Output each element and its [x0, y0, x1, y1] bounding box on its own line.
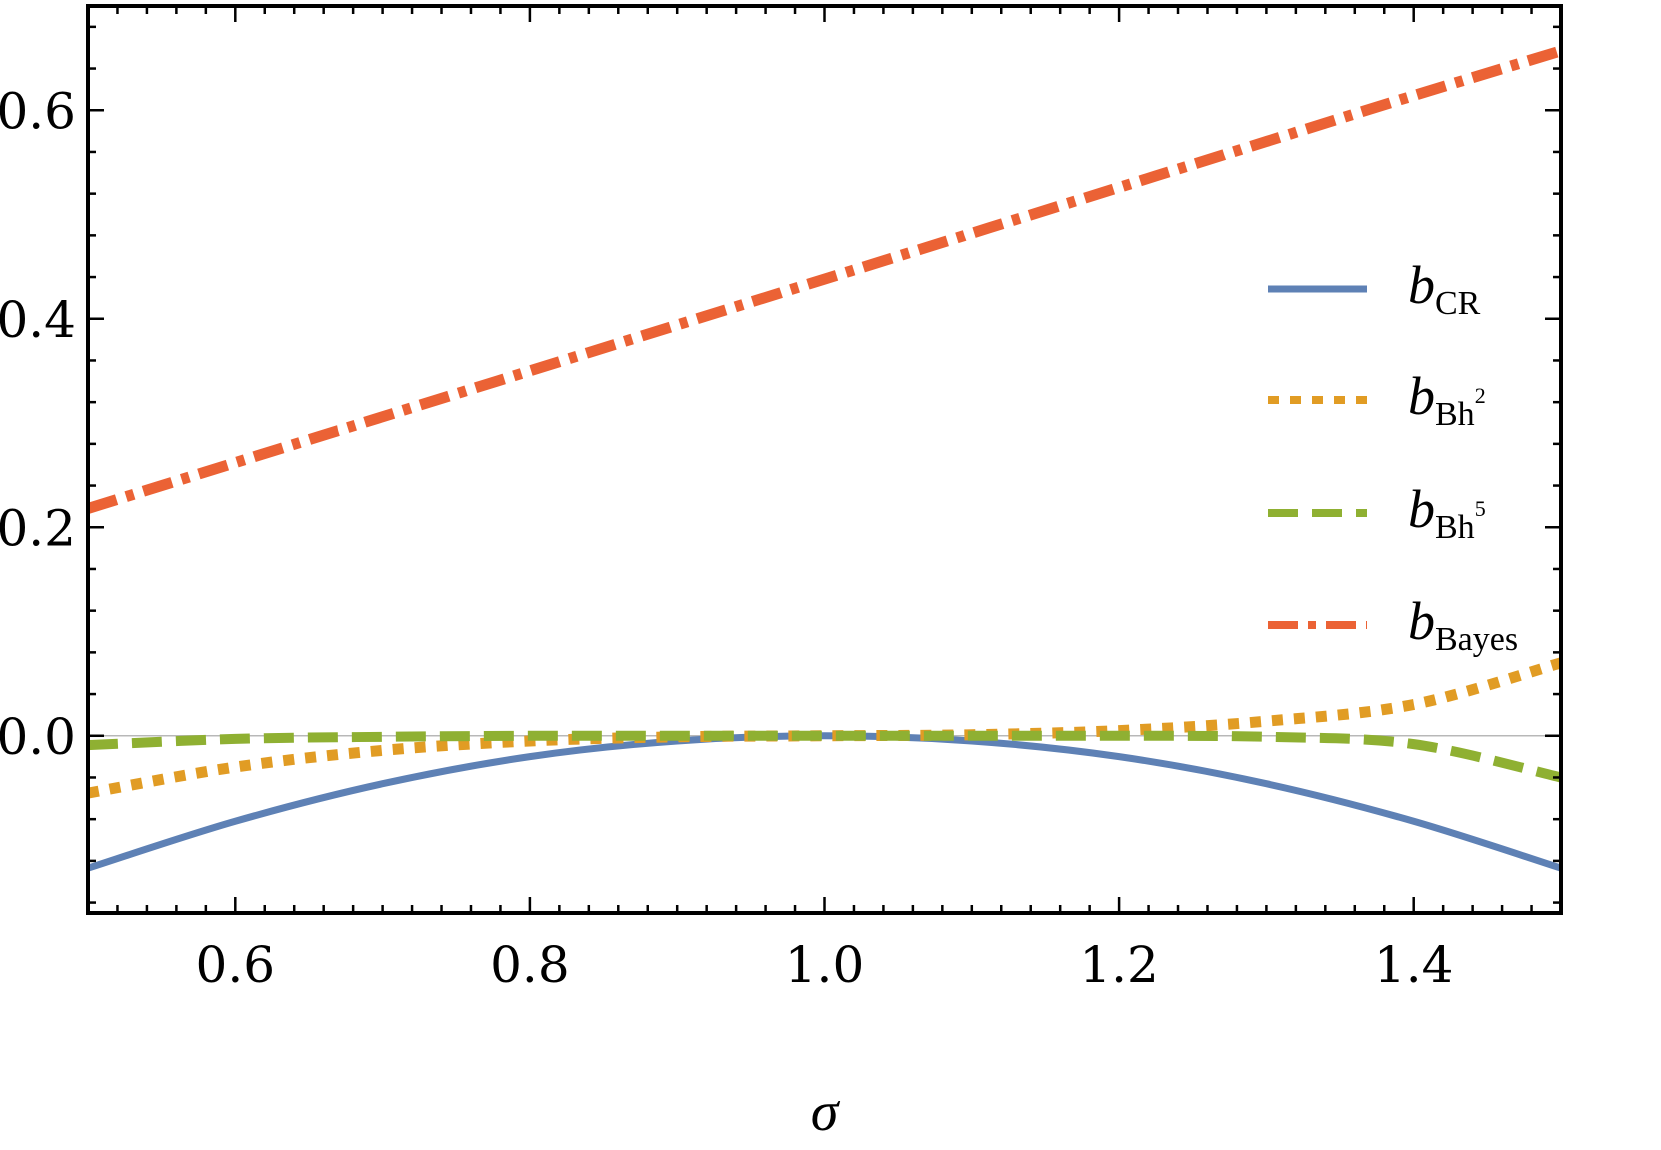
legend-label: bCR — [1408, 255, 1481, 322]
series-line-cr — [86, 732, 1563, 872]
series-line-bayes — [86, 45, 1563, 514]
series-line-bh5 — [87, 730, 1563, 783]
series-line-bh2 — [87, 657, 1563, 799]
x-tick-label: 1.2 — [1079, 936, 1159, 994]
legend-item: bCR — [1268, 255, 1481, 322]
series-layer — [86, 45, 1563, 872]
legend-label-subscript: Bh — [1435, 509, 1475, 546]
y-tick-label: 0.0 — [0, 708, 76, 766]
ticks-layer — [86, 6, 1563, 913]
legend-item: bBayes — [1268, 591, 1518, 658]
legend-label-superscript: 5 — [1475, 496, 1486, 521]
legend-label-superscript: 2 — [1475, 383, 1486, 408]
x-tick-label: 1.0 — [785, 936, 865, 994]
legend-item: bBh2 — [1268, 366, 1486, 433]
legend-label-subscript: CR — [1435, 285, 1481, 322]
y-tick-label: 0.2 — [0, 499, 76, 557]
legend-label-subscript: Bayes — [1435, 621, 1518, 658]
legend-label-base: b — [1408, 255, 1435, 315]
plot-frame — [86, 4, 1563, 915]
x-tick-label: 1.4 — [1374, 936, 1454, 994]
x-axis-label: σ — [811, 1081, 841, 1143]
legend-label: bBh2 — [1408, 366, 1486, 433]
y-tick-labels: 0.0 0.2 0.4 0.6 — [0, 82, 76, 766]
legend-label-base: b — [1408, 591, 1435, 651]
x-tick-label: 0.6 — [196, 936, 276, 994]
legend-label: bBh5 — [1408, 479, 1486, 546]
legend-label-base: b — [1408, 479, 1435, 539]
y-tick-label: 0.4 — [0, 291, 76, 349]
legend-label-subscript: Bh — [1435, 396, 1475, 433]
y-tick-label: 0.6 — [0, 82, 76, 140]
legend-item: bBh5 — [1268, 479, 1486, 546]
x-tick-labels: 0.6 0.8 1.0 1.2 1.4 — [196, 936, 1454, 994]
legend-label-base: b — [1408, 366, 1435, 426]
x-tick-label: 0.8 — [490, 936, 570, 994]
legend-label: bBayes — [1408, 591, 1518, 658]
